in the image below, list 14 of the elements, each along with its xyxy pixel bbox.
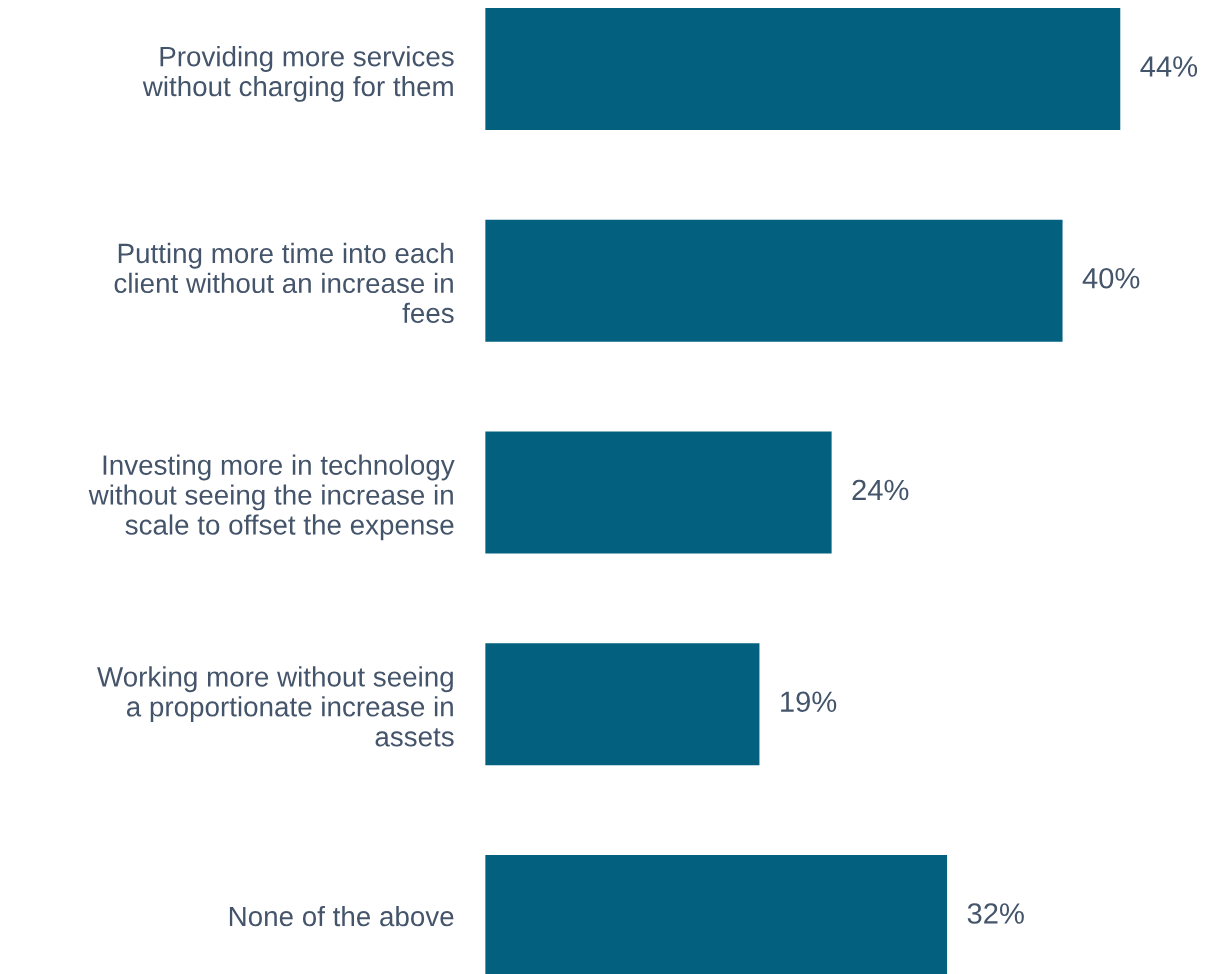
bar — [485, 219, 1063, 342]
y-tick-label: Working more without seeing a proportionate increase in assets — [97, 666, 454, 747]
y-tick-label: Putting more time into each client without an increase in fees — [114, 242, 454, 324]
data-label: 19% — [781, 691, 837, 713]
bar — [485, 8, 1121, 131]
data-label: 24% — [852, 479, 909, 501]
data-label: 32% — [967, 903, 1024, 924]
y-tick-label: Providing more services without charging for them — [142, 46, 454, 102]
bar — [485, 431, 832, 554]
data-label: 44% — [1140, 56, 1198, 77]
y-tick-label: None of the above — [229, 905, 454, 927]
data-label: 40% — [1082, 267, 1140, 289]
bar — [485, 643, 760, 766]
y-tick-label: Investing more in technology without seeing the increase in scale to offset the expense — [88, 454, 455, 541]
